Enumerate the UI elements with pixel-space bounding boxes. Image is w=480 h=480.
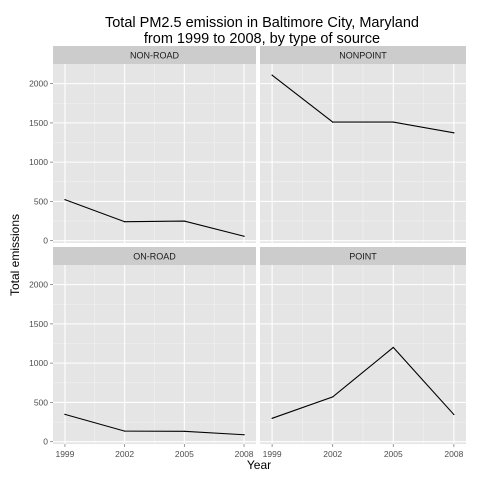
x-tick-label: 2002 xyxy=(115,449,134,459)
y-tick-label: 1500 xyxy=(29,319,48,329)
data-point-nonpoint xyxy=(271,74,273,76)
strip-label-nonpoint: NONPOINT xyxy=(339,51,387,61)
panel-non-road: NON-ROAD 0 500 1000 1500 2000 xyxy=(29,46,256,246)
y-tick-label: 1500 xyxy=(29,118,48,128)
x-axis-title: Year xyxy=(247,458,271,472)
facet-panels: NON-ROAD 0 500 1000 1500 2000 NONPOINT ON-ROAD 0… xyxy=(29,46,466,459)
chart-title-line-1: Total PM2.5 emission in Baltimore City, … xyxy=(105,15,419,31)
y-tick-label: 2000 xyxy=(29,79,48,89)
strip-nonpoint xyxy=(260,46,466,64)
x-tick-label: 2005 xyxy=(175,449,194,459)
data-point-nonpoint xyxy=(332,121,334,123)
panel-on-road: ON-ROAD 0 500 1000 1500 2000 1999 2002 2005 2008 xyxy=(29,247,256,459)
data-point-on-road xyxy=(64,413,66,416)
strip-label-on-road: ON-ROAD xyxy=(133,252,176,262)
series-line-nonpoint xyxy=(271,74,454,134)
y-tick-label: 1000 xyxy=(29,358,48,368)
series-line-point xyxy=(271,346,455,419)
data-point-non-road xyxy=(183,220,185,222)
panel-point: POINT 1999 2002 2005 2008 xyxy=(260,247,466,459)
data-point-point xyxy=(392,346,394,349)
y-tick-label: 0 xyxy=(43,236,48,246)
y-axis-title: Total emissions xyxy=(8,214,22,296)
series-line-on-road xyxy=(64,413,245,436)
data-point-on-road xyxy=(124,430,126,432)
data-point-nonpoint xyxy=(453,132,455,134)
y-tick-label: 500 xyxy=(34,397,48,407)
panel-nonpoint: NONPOINT xyxy=(260,46,466,243)
x-tick-label: 2008 xyxy=(444,449,463,459)
x-tick-label: 1999 xyxy=(263,449,282,459)
chart-title-line-2: from 1999 to 2008, by type of source xyxy=(144,31,380,47)
series-line-non-road xyxy=(64,199,245,237)
strip-label-non-road: NON-ROAD xyxy=(130,51,179,61)
y-tick-label: 2000 xyxy=(29,280,48,290)
data-point-on-road xyxy=(183,430,185,432)
data-point-non-road xyxy=(64,199,66,201)
strip-label-point: POINT xyxy=(349,252,377,262)
data-point-nonpoint xyxy=(392,121,394,123)
data-point-point xyxy=(453,413,455,416)
x-tick-label: 2002 xyxy=(323,449,342,459)
y-tick-label: 500 xyxy=(34,196,48,206)
y-tick-label: 0 xyxy=(43,437,48,447)
data-point-point xyxy=(271,417,273,419)
x-tick-label: 2008 xyxy=(235,449,254,459)
strip-non-road xyxy=(53,46,256,64)
x-tick-label: 2005 xyxy=(384,449,403,459)
x-tick-label: 1999 xyxy=(55,449,74,459)
data-point-non-road xyxy=(124,221,126,223)
data-point-non-road xyxy=(243,235,245,237)
y-tick-label: 1000 xyxy=(29,157,48,167)
strip-on-road xyxy=(53,247,256,265)
data-point-on-road xyxy=(243,434,245,436)
data-point-point xyxy=(332,396,334,398)
strip-point xyxy=(260,247,466,265)
